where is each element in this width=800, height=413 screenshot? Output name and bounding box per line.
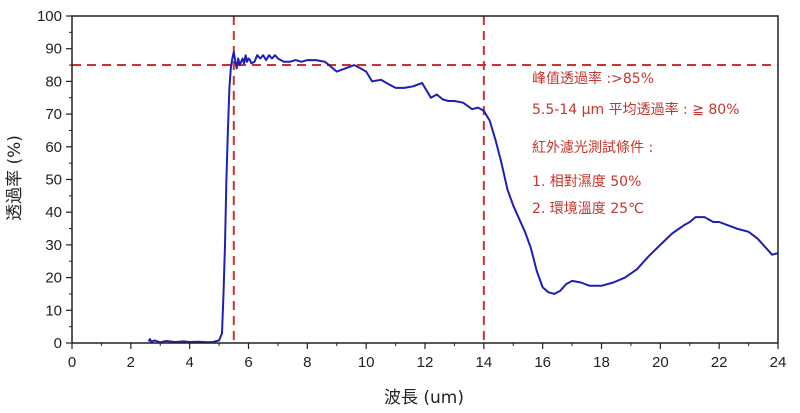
x-tick-label: 16: [534, 354, 551, 371]
annotation-temperature: 2. 環境溫度 25℃: [532, 201, 644, 217]
y-tick-label: 100: [37, 8, 62, 25]
x-tick-label: 4: [185, 354, 193, 371]
x-tick-label: 14: [475, 354, 492, 371]
x-tick-label: 2: [127, 354, 135, 371]
y-axis-title: 透過率 (%): [5, 135, 25, 221]
x-tick-label: 10: [358, 354, 375, 371]
x-tick-label: 8: [303, 354, 311, 371]
x-tick-label: 0: [68, 354, 76, 371]
plot-area: [72, 16, 778, 343]
y-tick-label: 30: [45, 237, 62, 254]
x-tick-label: 18: [593, 354, 610, 371]
y-tick-label: 60: [45, 139, 62, 156]
annotation-humidity: 1. 相對濕度 50%: [532, 174, 641, 190]
annotation-peak-transmittance: 峰值透過率 :>85%: [532, 70, 654, 87]
y-tick-label: 40: [45, 204, 62, 221]
x-tick-label: 6: [244, 354, 252, 371]
annotation-average-transmittance: 5.5-14 μm 平均透過率 : ≧ 80%: [532, 101, 740, 118]
plot-background: [72, 16, 778, 343]
data-series: [147, 51, 779, 344]
y-tick-label: 20: [45, 270, 62, 287]
x-tick-label: 20: [652, 354, 669, 371]
y-tick-label: 90: [45, 41, 62, 58]
y-tick-label: 70: [45, 106, 62, 123]
x-tick-label: 24: [770, 354, 787, 371]
y-tick-label: 50: [45, 172, 62, 189]
x-tick-label: 22: [711, 354, 728, 371]
x-axis-title: 波長 (um): [384, 388, 464, 408]
annotation-test-conditions: 紅外濾光測試條件 :: [532, 140, 653, 156]
axes: 0 2 4 6 8 10 12 14 16 18 20 22 240102030405060708090…: [37, 8, 786, 371]
y-tick-label: 10: [45, 302, 62, 319]
y-tick-label: 80: [45, 73, 62, 90]
series-line-0: [147, 51, 779, 344]
y-tick-label: 0: [54, 335, 62, 352]
reference-lines: [72, 16, 778, 343]
x-tick-label: 12: [417, 354, 434, 371]
